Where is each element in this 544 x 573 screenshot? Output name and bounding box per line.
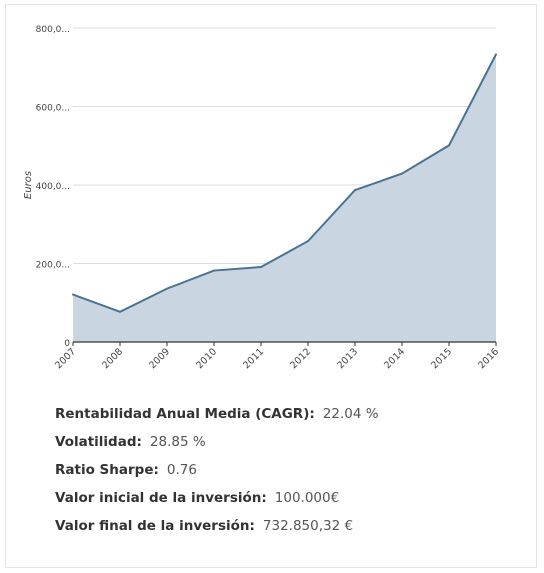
stat-cagr-label: Rentabilidad Anual Media (CAGR): bbox=[55, 406, 315, 422]
stat-sharpe-label: Ratio Sharpe: bbox=[55, 462, 159, 478]
y-tick-label: 800,0... bbox=[36, 25, 70, 35]
stat-cagr-value: 22.04 % bbox=[322, 406, 379, 422]
stat-volatility-value: 28.85 % bbox=[149, 434, 206, 450]
stat-volatility-label: Volatilidad: bbox=[55, 434, 142, 450]
stat-volatility: Volatilidad: 28.85 % bbox=[55, 432, 379, 460]
data-point bbox=[354, 189, 356, 192]
series-line bbox=[72, 53, 497, 313]
x-tick-label: 2008 bbox=[100, 346, 125, 371]
y-tick-label: 0 bbox=[64, 339, 70, 349]
x-tick-label: 2009 bbox=[147, 346, 172, 371]
y-axis-title: Euros bbox=[23, 171, 34, 199]
stat-cagr: Rentabilidad Anual Media (CAGR): 22.04 % bbox=[55, 404, 379, 432]
area-chart: 0 200,0... 400,0... 600,0... 800,0... 2007 200… bbox=[23, 25, 501, 371]
y-tick-label: 400,0... bbox=[36, 182, 70, 192]
stat-initial-value: Valor inicial de la inversión: 100.000€ bbox=[55, 488, 379, 516]
y-tick-label: 200,0... bbox=[36, 261, 70, 271]
data-point bbox=[401, 172, 403, 175]
x-tick-label: 2013 bbox=[335, 346, 360, 371]
stats-panel: Rentabilidad Anual Media (CAGR): 22.04 % … bbox=[55, 404, 379, 544]
stat-sharpe-value: 0.76 bbox=[166, 462, 197, 478]
data-point bbox=[166, 287, 168, 290]
data-point bbox=[495, 53, 497, 56]
stat-final-value-label: Valor final de la inversión: bbox=[55, 518, 255, 534]
x-tick-label: 2015 bbox=[429, 346, 454, 371]
y-tick-label: 600,0... bbox=[36, 104, 70, 114]
stat-final-value: Valor final de la inversión: 732.850,32 € bbox=[55, 516, 379, 544]
x-tick-label: 2012 bbox=[288, 346, 313, 371]
data-point bbox=[448, 144, 450, 147]
stat-sharpe: Ratio Sharpe: 0.76 bbox=[55, 460, 379, 488]
data-point bbox=[72, 293, 74, 296]
x-tick-label: 2007 bbox=[53, 346, 78, 371]
x-tick-label: 2011 bbox=[241, 346, 266, 371]
area-fill bbox=[73, 54, 496, 342]
data-point bbox=[213, 269, 215, 272]
stat-final-value-value: 732.850,32 € bbox=[262, 518, 354, 534]
data-point bbox=[119, 310, 121, 313]
x-tick-label: 2010 bbox=[194, 346, 219, 371]
data-point bbox=[260, 266, 262, 269]
stat-initial-value-value: 100.000€ bbox=[274, 490, 340, 506]
stat-initial-value-label: Valor inicial de la inversión: bbox=[55, 490, 267, 506]
data-point bbox=[307, 240, 309, 243]
x-tick-label: 2014 bbox=[382, 346, 407, 371]
x-tick-label: 2016 bbox=[476, 346, 501, 371]
